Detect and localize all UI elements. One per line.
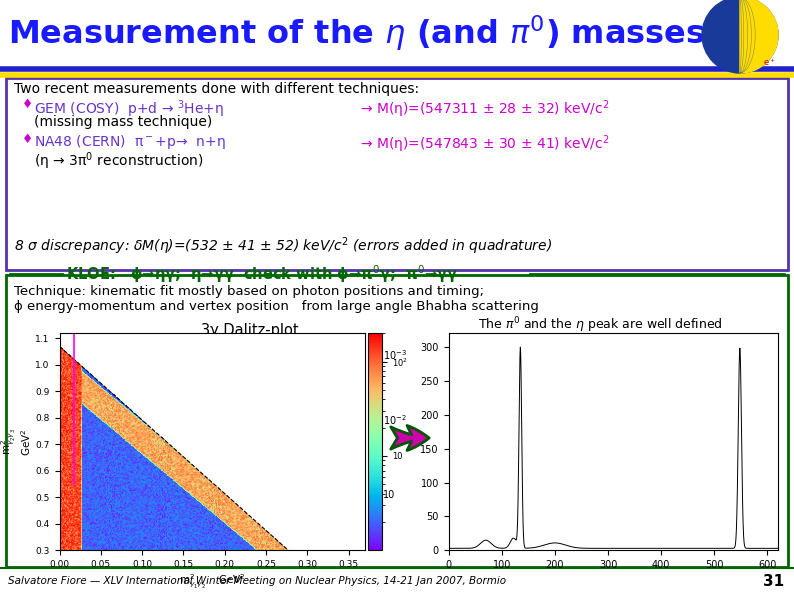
Text: NA48 (CERN)  π$^-$+p→  n+η: NA48 (CERN) π$^-$+p→ n+η bbox=[34, 133, 225, 151]
Text: 10$^{-2}$: 10$^{-2}$ bbox=[383, 413, 407, 427]
Text: 8 $\sigma$ discrepancy: $\delta$M(η)=(532 ± 41 ± 52) keV/c$^2$ (errors added in : 8 $\sigma$ discrepancy: $\delta$M(η)=(53… bbox=[14, 236, 552, 257]
FancyBboxPatch shape bbox=[201, 400, 233, 424]
FancyBboxPatch shape bbox=[6, 78, 788, 270]
Text: → M(η)=(547311 ± 28 ± 32) keV/c$^2$: → M(η)=(547311 ± 28 ± 32) keV/c$^2$ bbox=[360, 98, 609, 120]
Bar bbox=[0, 0, 794, 65]
Polygon shape bbox=[740, 0, 778, 73]
FancyBboxPatch shape bbox=[77, 384, 125, 408]
Text: → M(η)=(547843 ± 30 ± 41) keV/c$^2$: → M(η)=(547843 ± 30 ± 41) keV/c$^2$ bbox=[360, 133, 609, 155]
Text: ♦: ♦ bbox=[22, 133, 33, 146]
Text: Salvatore Fiore — XLV International Winter Meeting on Nuclear Physics, 14-21 Jan: Salvatore Fiore — XLV International Wint… bbox=[8, 576, 506, 586]
Text: $\eta$: $\eta$ bbox=[212, 405, 222, 419]
X-axis label: m$^2_{\gamma_1\gamma_2}$    GeV$^2$: m$^2_{\gamma_1\gamma_2}$ GeV$^2$ bbox=[179, 572, 245, 590]
Text: 10: 10 bbox=[383, 490, 395, 500]
Text: ♦: ♦ bbox=[22, 98, 33, 111]
Text: e$^+$: e$^+$ bbox=[763, 57, 776, 68]
Text: Two recent measurements done with different techniques:: Two recent measurements done with differ… bbox=[14, 82, 419, 96]
Text: Technique: kinematic fit mostly based on photon positions and timing;: Technique: kinematic fit mostly based on… bbox=[14, 285, 484, 298]
Circle shape bbox=[702, 0, 778, 73]
Text: 31: 31 bbox=[763, 574, 784, 588]
Text: GEM (COSY)  p+d → $^3$He+η: GEM (COSY) p+d → $^3$He+η bbox=[34, 98, 224, 120]
Text: Mass (MeV): Mass (MeV) bbox=[656, 530, 744, 545]
Text: ϕ energy-momentum and vertex position   from large angle Bhabha scattering: ϕ energy-momentum and vertex position fr… bbox=[14, 300, 539, 313]
Y-axis label: m$^2_{\gamma_2\gamma_3}$
GeV$^2$: m$^2_{\gamma_2\gamma_3}$ GeV$^2$ bbox=[0, 428, 33, 456]
Text: $\pi^0$: $\pi^0$ bbox=[93, 387, 110, 405]
FancyArrowPatch shape bbox=[391, 425, 430, 450]
Text: (missing mass technique): (missing mass technique) bbox=[34, 115, 212, 129]
FancyBboxPatch shape bbox=[6, 275, 788, 567]
Text: The $\pi^0$ and the $\eta$ peak are well defined: The $\pi^0$ and the $\eta$ peak are well… bbox=[477, 315, 723, 334]
Text: 10$^{-3}$: 10$^{-3}$ bbox=[383, 348, 407, 362]
Text: KLOE:   ϕ→ηγ;  η→γγ  check with ϕ→π$^0$γ;  π$^0$→γγ: KLOE: ϕ→ηγ; η→γγ check with ϕ→π$^0$γ; π$… bbox=[66, 263, 458, 285]
Text: Measurement of the $\eta$ (and $\pi^0$) masses: Measurement of the $\eta$ (and $\pi^0$) … bbox=[8, 13, 705, 53]
Text: 3γ Dalitz-plot: 3γ Dalitz-plot bbox=[201, 323, 299, 338]
Text: (η → 3π$^0$ reconstruction): (η → 3π$^0$ reconstruction) bbox=[34, 150, 204, 171]
